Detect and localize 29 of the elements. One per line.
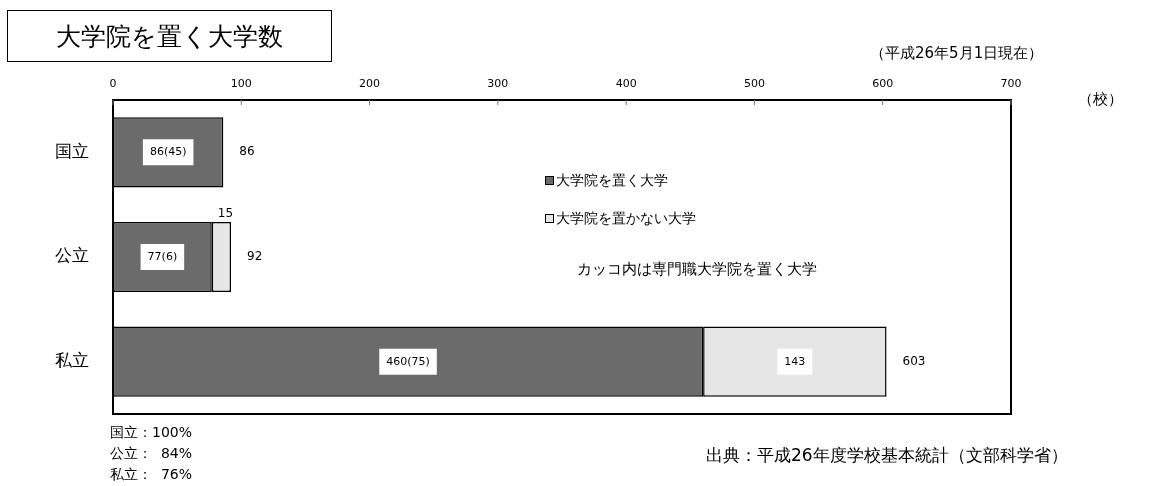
legend-label: 大学院を置かない大学 bbox=[556, 209, 696, 228]
x-tick-label: 600 bbox=[872, 77, 894, 91]
y-tick-label: 私立 bbox=[55, 350, 89, 371]
total-label: 92 bbox=[247, 249, 263, 264]
data-label: 86(45) bbox=[149, 145, 187, 159]
text: 公立： 84% bbox=[110, 445, 193, 463]
y-tick-label: 国立 bbox=[55, 140, 89, 161]
chart-title: 大学院を置く大学数 bbox=[56, 20, 283, 53]
total-label: 86 bbox=[239, 144, 255, 159]
x-tick-label: 0 bbox=[109, 77, 117, 91]
data-label: 77(6) bbox=[147, 249, 178, 263]
data-label: 15 bbox=[217, 206, 234, 221]
x-tick-label: 200 bbox=[359, 77, 381, 91]
x-tick-label: 500 bbox=[743, 77, 765, 91]
chart-subtitle: （平成26年5月1日現在） bbox=[870, 44, 1044, 63]
legend-label: 大学院を置く大学 bbox=[556, 171, 668, 190]
total-label: 603 bbox=[902, 353, 926, 368]
text: 私立： 76% bbox=[110, 466, 193, 484]
annotation: カッコ内は専門職大学院を置く大学 bbox=[577, 260, 817, 279]
data-label: 143 bbox=[784, 354, 806, 368]
y-tick-label: 公立 bbox=[55, 245, 89, 266]
text: 国立：100% bbox=[110, 424, 193, 442]
data-label: 460(75) bbox=[386, 354, 430, 368]
x-axis-title: （校） bbox=[1078, 90, 1123, 109]
source-note: 出典：平成26年度学校基本統計（文部科学省） bbox=[706, 444, 1068, 467]
x-tick-label: 700 bbox=[1000, 77, 1022, 91]
x-tick-label: 400 bbox=[615, 77, 637, 91]
x-tick-label: 100 bbox=[230, 77, 252, 91]
x-tick-label: 300 bbox=[487, 77, 509, 91]
